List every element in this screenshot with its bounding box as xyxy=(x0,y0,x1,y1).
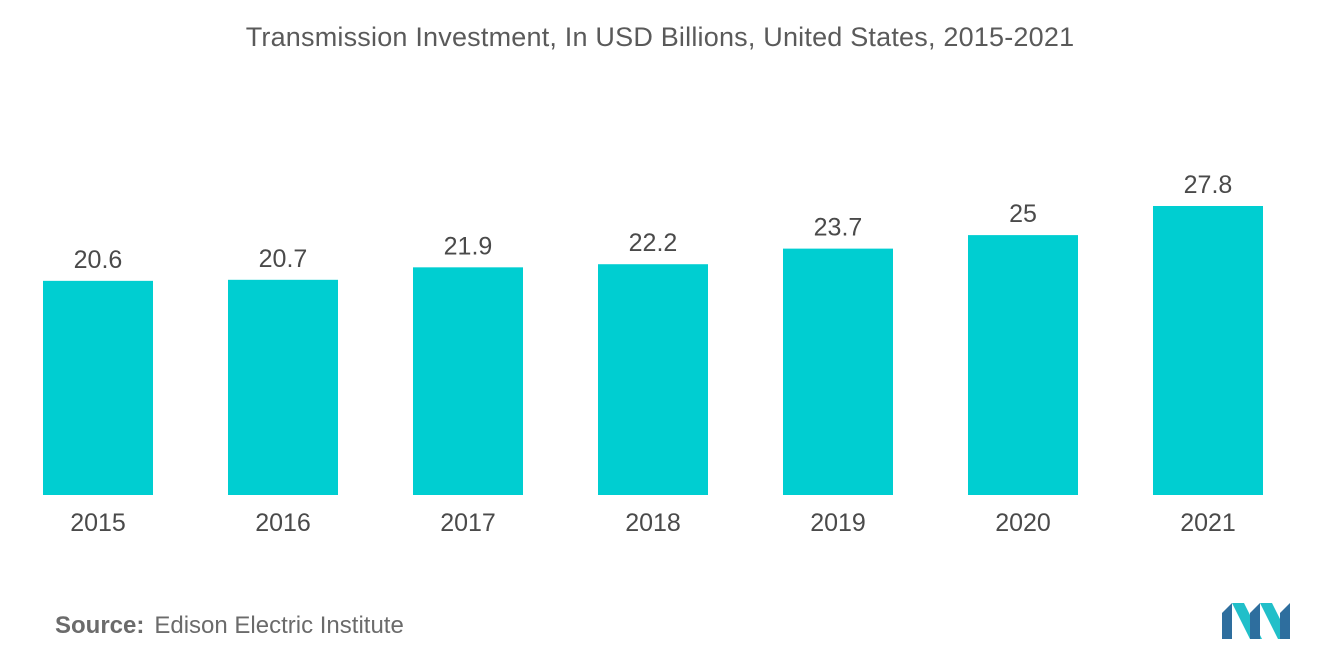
x-tick-label-2021: 2021 xyxy=(1180,509,1236,537)
bar-2016 xyxy=(228,279,338,495)
bar-2017 xyxy=(413,267,523,495)
bar-2015 xyxy=(43,280,153,495)
data-label-2018: 22.2 xyxy=(629,229,678,257)
x-tick-label-2016: 2016 xyxy=(255,509,311,537)
source-text: Edison Electric Institute xyxy=(154,612,404,639)
x-tick-label-2015: 2015 xyxy=(70,509,126,537)
x-tick-label-2018: 2018 xyxy=(625,509,681,537)
x-tick-label-2020: 2020 xyxy=(995,509,1051,537)
bar-2019 xyxy=(783,248,893,495)
source-note: Source: Edison Electric Institute xyxy=(55,612,404,640)
chart-title: Transmission Investment, In USD Billions… xyxy=(245,22,1075,52)
bar-2018 xyxy=(598,264,708,495)
data-label-2020: 25 xyxy=(1009,200,1037,228)
bar-chart: 20.6 2015 20.7 2016 21.9 2017 22.2 2018 23.7 2019… xyxy=(43,171,1263,537)
data-label-2019: 23.7 xyxy=(814,214,863,242)
x-tick-label-2019: 2019 xyxy=(810,509,866,537)
data-label-2017: 21.9 xyxy=(444,232,493,260)
data-label-2015: 20.6 xyxy=(74,246,123,274)
source-label: Source: xyxy=(55,612,145,639)
mordor-intelligence-logo-icon xyxy=(1222,603,1290,639)
x-tick-label-2017: 2017 xyxy=(440,509,496,537)
bar-2020 xyxy=(968,235,1078,495)
bar-2021 xyxy=(1153,206,1263,495)
data-label-2021: 27.8 xyxy=(1184,171,1233,199)
data-label-2016: 20.7 xyxy=(259,245,308,273)
